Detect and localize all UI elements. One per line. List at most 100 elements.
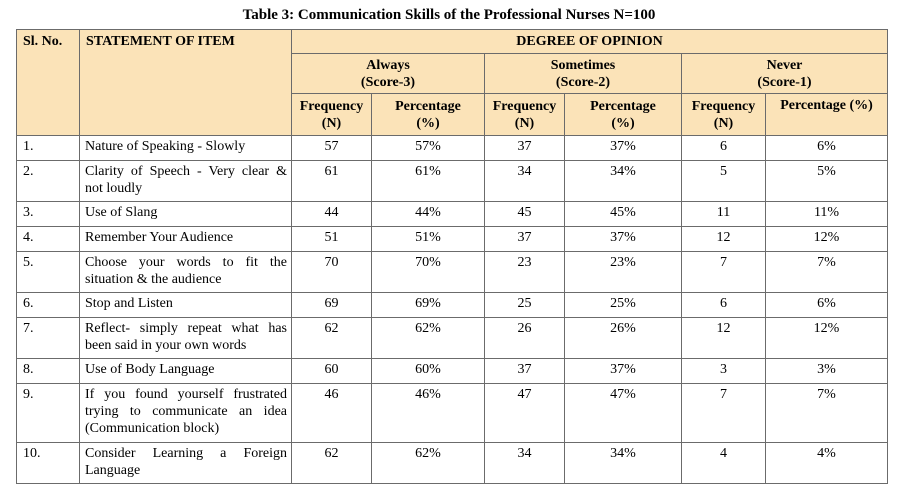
never-percentage-cell: 12% xyxy=(764,226,889,252)
statement-cell: If you found yourself frustrated trying … xyxy=(79,383,292,443)
always-frequency-cell: 62 xyxy=(291,442,372,484)
degree-of-opinion-header: DEGREE OF OPINION xyxy=(290,29,889,54)
sometimes-frequency-cell: 25 xyxy=(484,292,565,318)
frequency-label: Frequency xyxy=(691,98,756,114)
never-frequency-cell: 5 xyxy=(681,160,766,202)
never-frequency-cell: 3 xyxy=(681,358,766,384)
header-row-2: Always (Score-3) Sometimes (Score-2) Nev… xyxy=(17,53,889,94)
never-frequency-cell: 4 xyxy=(681,442,766,484)
never-percentage-cell: 4% xyxy=(764,442,889,484)
sometimes-percentage-cell: 25% xyxy=(564,292,682,318)
sometimes-percentage-cell: 37% xyxy=(564,358,682,384)
always-header: Always (Score-3) xyxy=(291,53,485,94)
never-percentage-cell: 5% xyxy=(764,160,889,202)
percentage-unit: (%) xyxy=(611,115,635,131)
never-percentage-cell: 11% xyxy=(764,201,889,227)
always-percentage-cell: 44% xyxy=(371,201,485,227)
sometimes-score: (Score-2) xyxy=(555,74,611,90)
always-percentage-cell: 62% xyxy=(371,442,485,484)
sl-no-cell: 5. xyxy=(16,251,80,293)
statement-cell: Choose your words to fit the situation &… xyxy=(79,251,292,293)
header-row-3: Frequency (N) Percentage (%) Frequency (… xyxy=(17,93,889,136)
frequency-unit: (N) xyxy=(514,115,535,131)
percentage-label: Percentage xyxy=(395,98,461,114)
sl-no-cell: 10. xyxy=(16,442,80,484)
sometimes-percentage-cell: 37% xyxy=(564,226,682,252)
sometimes-frequency-cell: 37 xyxy=(484,226,565,252)
sometimes-frequency-cell: 26 xyxy=(484,317,565,359)
sl-no-cell: 1. xyxy=(16,135,80,161)
sometimes-frequency-header: Frequency (N) xyxy=(484,93,565,136)
sometimes-frequency-cell: 37 xyxy=(484,358,565,384)
never-frequency-cell: 7 xyxy=(681,383,766,443)
never-percentage-cell: 6% xyxy=(764,292,889,318)
sometimes-percentage-cell: 45% xyxy=(564,201,682,227)
communication-skills-table: Sl. No. STATEMENT OF ITEM DEGREE OF OPIN… xyxy=(16,29,889,484)
percentage-label: Percentage xyxy=(590,98,656,114)
never-label: Never xyxy=(766,57,803,73)
never-frequency-cell: 11 xyxy=(681,201,766,227)
never-frequency-cell: 12 xyxy=(681,226,766,252)
table-row: 3. Use of Slang 44 44% 45 45% 11 11% xyxy=(16,201,889,227)
always-percentage-cell: 69% xyxy=(371,292,485,318)
always-frequency-cell: 44 xyxy=(291,201,372,227)
always-label: Always xyxy=(366,57,410,73)
percentage-unit: (%) xyxy=(416,115,440,131)
table-row: 2. Clarity of Speech - Very clear & not … xyxy=(16,160,889,202)
always-frequency-cell: 69 xyxy=(291,292,372,318)
never-header: Never (Score-1) xyxy=(680,53,889,94)
always-percentage-cell: 46% xyxy=(371,383,485,443)
sometimes-percentage-cell: 37% xyxy=(564,135,682,161)
statement-cell: Remember Your Audience xyxy=(79,226,292,252)
sometimes-percentage-cell: 23% xyxy=(564,251,682,293)
sometimes-percentage-header: Percentage (%) xyxy=(564,93,682,136)
always-percentage-cell: 60% xyxy=(371,358,485,384)
frequency-label: Frequency xyxy=(492,98,557,114)
never-score: (Score-1) xyxy=(757,74,812,90)
sl-no-cell: 2. xyxy=(16,160,80,202)
never-frequency-cell: 6 xyxy=(681,292,766,318)
table-row: 10. Consider Learning a Foreign Language… xyxy=(16,442,889,484)
never-frequency-header: Frequency (N) xyxy=(681,93,766,136)
sl-no-header: Sl. No. xyxy=(16,29,80,136)
never-percentage-cell: 3% xyxy=(764,358,889,384)
never-percentage-cell: 6% xyxy=(764,135,889,161)
always-frequency-cell: 57 xyxy=(291,135,372,161)
sl-no-cell: 6. xyxy=(16,292,80,318)
sometimes-percentage-cell: 26% xyxy=(564,317,682,359)
sometimes-frequency-cell: 45 xyxy=(484,201,565,227)
sometimes-label: Sometimes xyxy=(550,57,616,73)
frequency-label: Frequency xyxy=(299,98,364,114)
always-frequency-cell: 61 xyxy=(291,160,372,202)
sometimes-frequency-cell: 37 xyxy=(484,135,565,161)
sometimes-frequency-cell: 34 xyxy=(484,160,565,202)
never-frequency-cell: 6 xyxy=(681,135,766,161)
sl-no-cell: 8. xyxy=(16,358,80,384)
sometimes-frequency-cell: 34 xyxy=(484,442,565,484)
table-row: 7. Reflect- simply repeat what has been … xyxy=(16,317,889,359)
frequency-unit: (N) xyxy=(713,115,734,131)
statement-cell: Nature of Speaking - Slowly xyxy=(79,135,292,161)
sometimes-percentage-cell: 34% xyxy=(564,160,682,202)
statement-cell: Consider Learning a Foreign Language xyxy=(79,442,292,484)
statement-cell: Stop and Listen xyxy=(79,292,292,318)
table-row: 6. Stop and Listen 69 69% 25 25% 6 6% xyxy=(16,292,889,318)
never-frequency-cell: 12 xyxy=(681,317,766,359)
never-percentage-cell: 12% xyxy=(764,317,889,359)
header-row-1: Sl. No. STATEMENT OF ITEM DEGREE OF OPIN… xyxy=(16,29,889,136)
never-percentage-header: Percentage (%) xyxy=(764,93,889,136)
always-percentage-cell: 70% xyxy=(371,251,485,293)
table-row: 9. If you found yourself frustrated tryi… xyxy=(16,383,889,443)
always-percentage-cell: 57% xyxy=(371,135,485,161)
sometimes-percentage-cell: 47% xyxy=(564,383,682,443)
statement-cell: Clarity of Speech - Very clear & not lou… xyxy=(79,160,292,202)
always-percentage-cell: 62% xyxy=(371,317,485,359)
table-row: 1. Nature of Speaking - Slowly 57 57% 37… xyxy=(16,135,889,161)
always-score: (Score-3) xyxy=(360,74,416,90)
sometimes-header: Sometimes (Score-2) xyxy=(484,53,682,94)
sometimes-frequency-cell: 23 xyxy=(484,251,565,293)
table-caption: Table 3: Communication Skills of the Pro… xyxy=(242,7,656,23)
table-row: 4. Remember Your Audience 51 51% 37 37% … xyxy=(16,226,889,252)
statement-cell: Use of Slang xyxy=(79,201,292,227)
always-frequency-cell: 70 xyxy=(291,251,372,293)
